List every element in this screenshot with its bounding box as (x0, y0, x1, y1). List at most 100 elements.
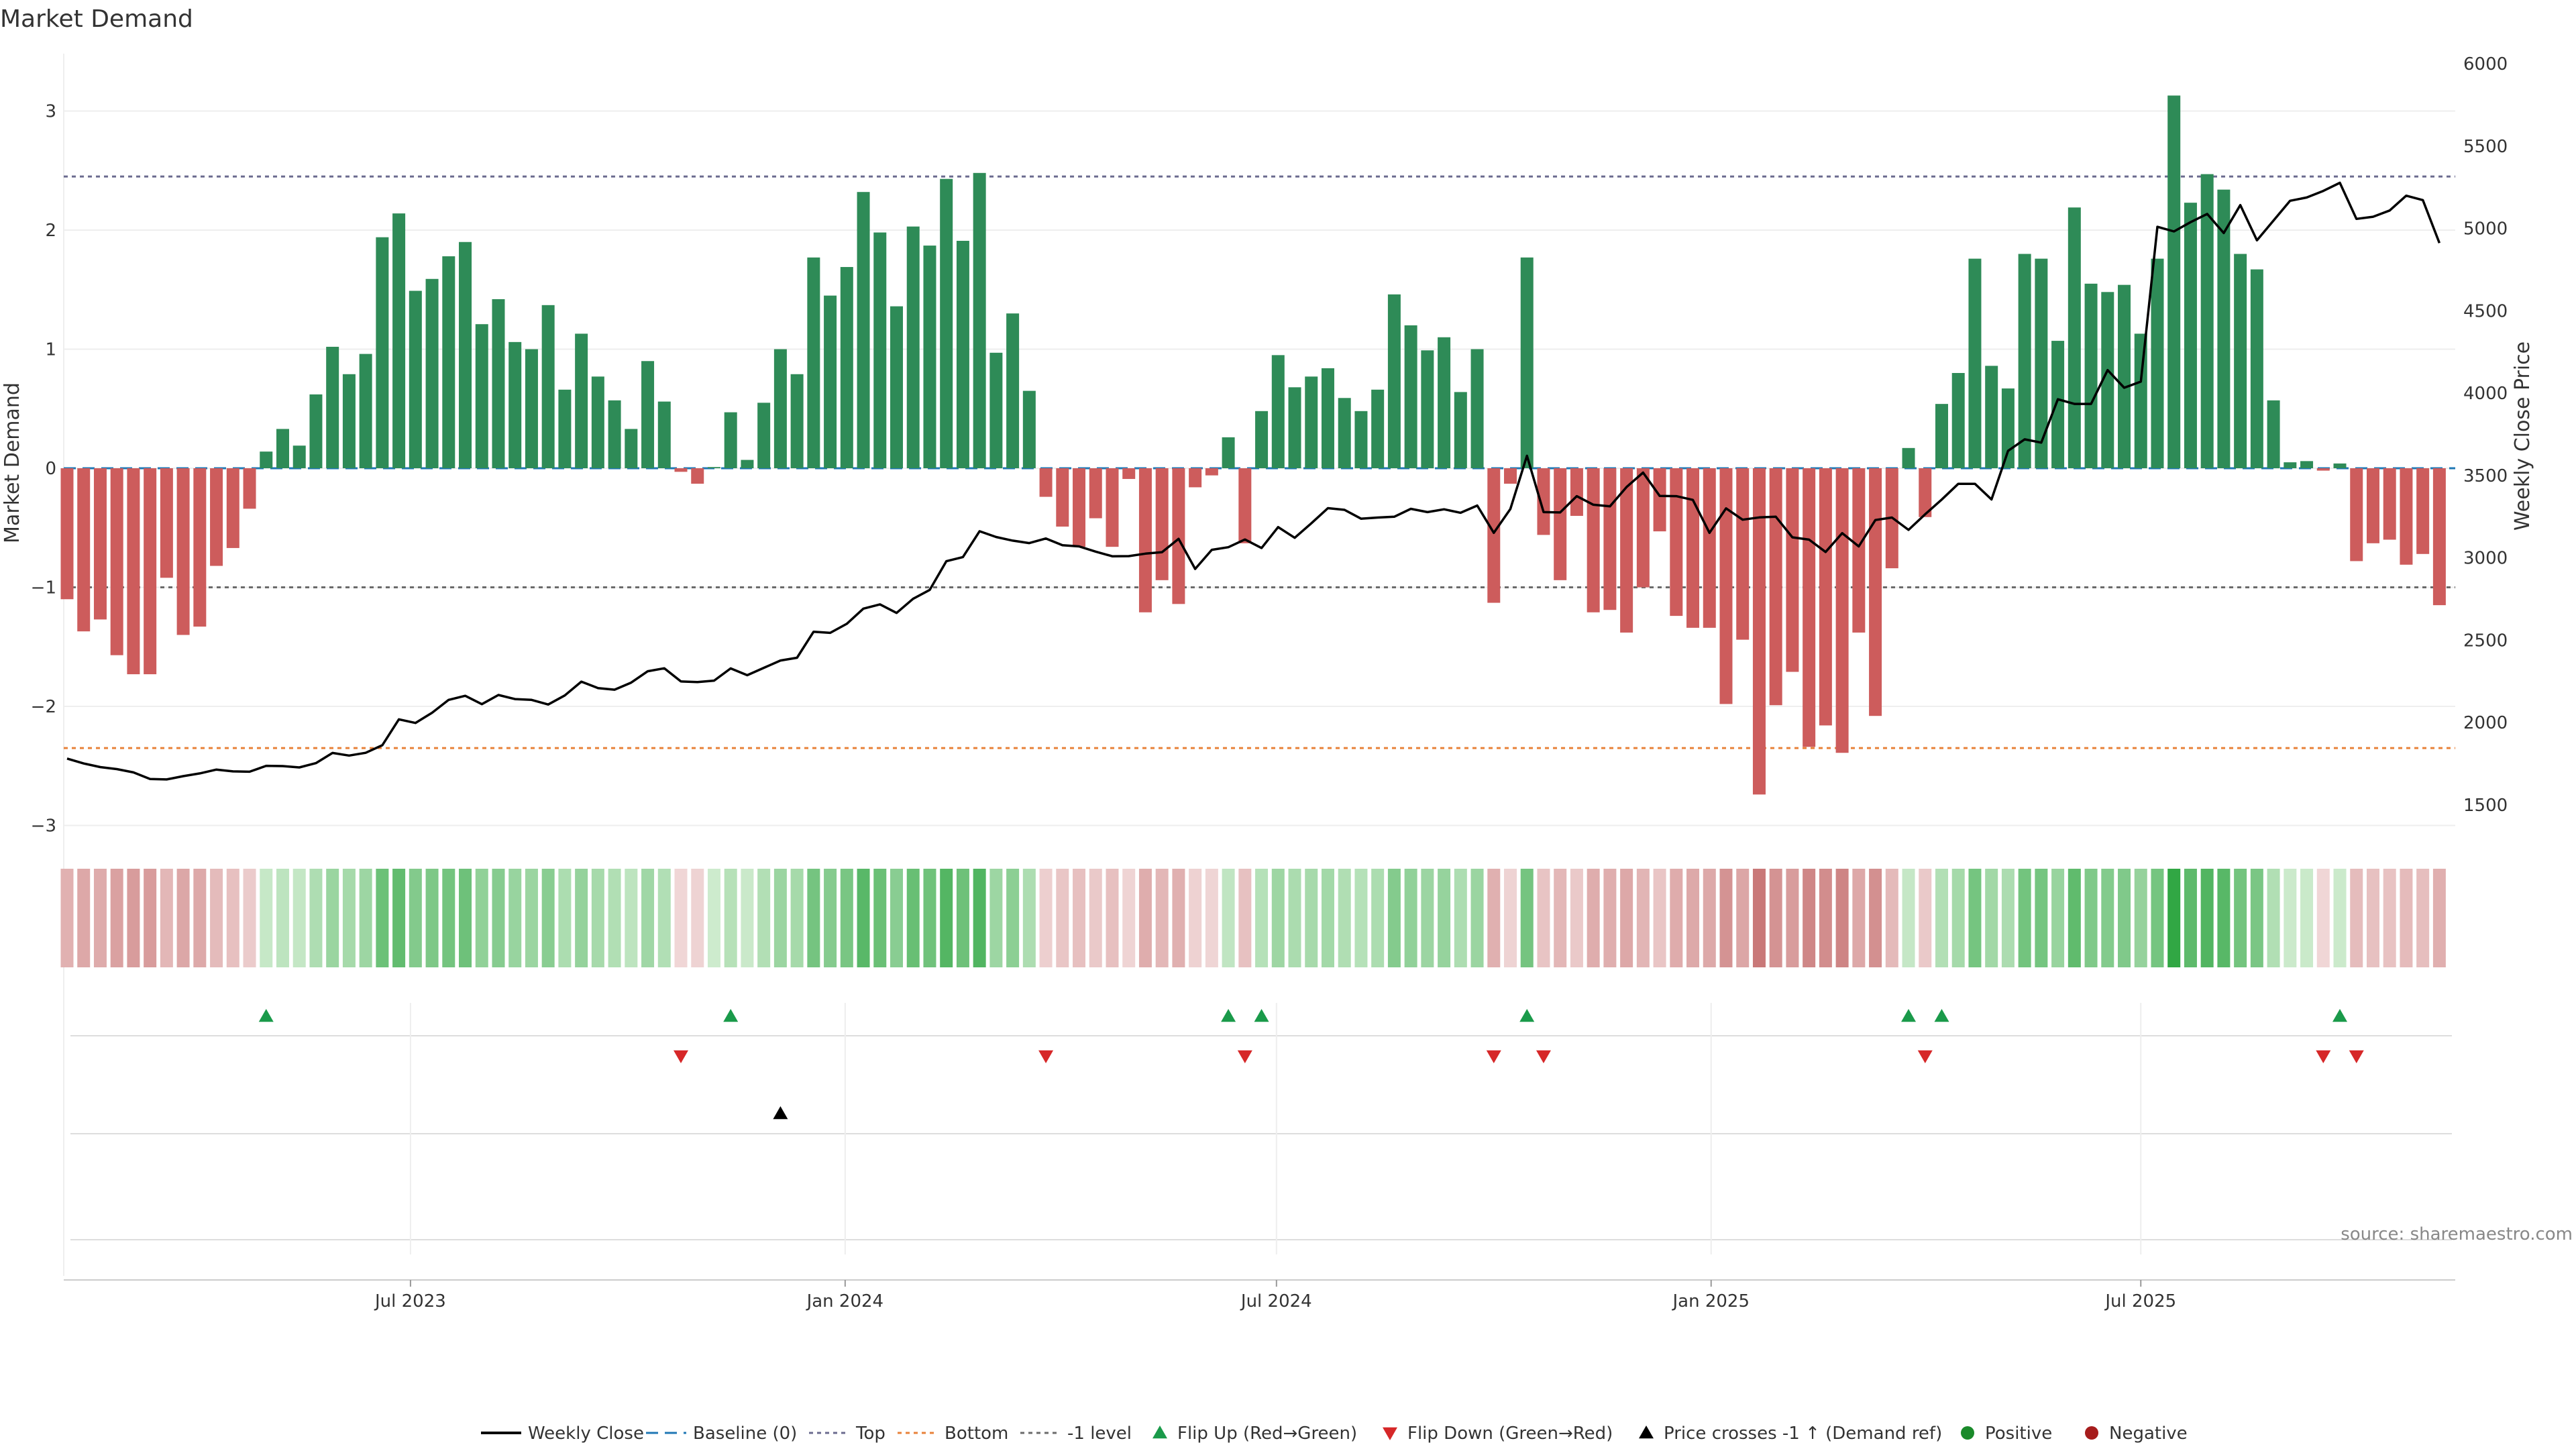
demand-bar-116 (1985, 366, 1998, 468)
heat-cell-82 (1421, 869, 1434, 967)
demand-bar-48 (857, 192, 870, 468)
demand-bar-117 (2001, 388, 2015, 468)
heat-cell-106 (1819, 869, 1832, 967)
heat-cell-41 (741, 869, 754, 967)
heat-cell-124 (2118, 869, 2131, 967)
demand-bar-118 (2018, 254, 2031, 468)
heat-cell-0 (60, 869, 74, 967)
heat-cell-48 (857, 869, 870, 967)
demand-bar-8 (193, 468, 207, 627)
demand-bar-50 (890, 306, 903, 468)
heat-cell-33 (608, 869, 621, 967)
demand-bar-92 (1587, 468, 1600, 612)
right-axis-ticks: 6000 5500 5000 4500 4000 3500 3000 2500 2000 1500 (2463, 54, 2508, 816)
heat-cell-96 (1653, 869, 1666, 967)
heat-cell-70 (1222, 869, 1235, 967)
right-tick-label-4: 4000 (2463, 384, 2508, 404)
flip-down-marker-5 (1917, 1050, 1933, 1063)
heat-cell-122 (2084, 869, 2098, 967)
heat-cell-136 (2316, 869, 2330, 967)
price-cross-marker-0 (773, 1106, 788, 1120)
heat-cell-113 (1935, 869, 1948, 967)
heat-cell-76 (1321, 869, 1334, 967)
heat-cell-54 (956, 869, 969, 967)
demand-bar-65 (1138, 468, 1152, 612)
demand-bar-127 (2167, 95, 2181, 469)
heat-cell-28 (525, 869, 538, 967)
heat-cell-3 (110, 869, 123, 967)
demand-bar-82 (1421, 350, 1434, 468)
heat-cell-118 (2018, 869, 2031, 967)
heat-cell-92 (1587, 869, 1600, 967)
legend-item-positive_dot: Positive (1961, 1424, 2052, 1444)
demand-bar-54 (956, 240, 969, 468)
heat-cell-72 (1255, 869, 1269, 967)
heat-cell-10 (226, 869, 239, 967)
heat-cell-65 (1138, 869, 1152, 967)
demand-bar-30 (558, 389, 572, 468)
heat-cell-101 (1736, 869, 1750, 967)
demand-bar-103 (1769, 468, 1782, 706)
demand-bar-77 (1338, 398, 1351, 468)
heat-cell-79 (1371, 869, 1385, 967)
heat-cell-26 (492, 869, 505, 967)
legend-item-minus_one: -1 level (1020, 1424, 1132, 1444)
demand-bar-36 (657, 401, 671, 468)
flip-up-marker-3 (1254, 1009, 1269, 1022)
heat-cell-53 (940, 869, 953, 967)
demand-bar-55 (973, 172, 986, 468)
demand-bar-20 (392, 213, 406, 468)
heat-cell-139 (2366, 869, 2379, 967)
right-tick-label-6: 3000 (2463, 549, 2508, 569)
heat-cell-67 (1172, 869, 1185, 967)
heat-cell-30 (558, 869, 572, 967)
demand-bar-126 (2151, 258, 2164, 468)
flip-up-marker-6 (1934, 1009, 1949, 1022)
heat-cell-103 (1769, 869, 1782, 967)
heat-cell-37 (674, 869, 688, 967)
heat-cell-105 (1803, 869, 1816, 967)
heat-cell-49 (873, 869, 887, 967)
heat-cell-132 (2250, 869, 2263, 967)
heat-cell-38 (691, 869, 704, 967)
legend-label-line: Weekly Close (528, 1424, 644, 1444)
demand-bar-58 (1022, 390, 1036, 468)
legend: Weekly Close Baseline (0) Top Bottom -1 leve… (481, 1424, 2188, 1444)
demand-bar-72 (1255, 411, 1269, 468)
heat-cell-29 (541, 869, 555, 967)
heat-cell-131 (2234, 869, 2247, 967)
heat-cell-59 (1039, 869, 1053, 967)
heat-cell-47 (840, 869, 853, 967)
demand-bar-18 (359, 354, 372, 468)
demand-bar-14 (292, 445, 306, 468)
demand-bar-15 (309, 394, 323, 468)
demand-bar-105 (1803, 468, 1816, 747)
heat-cell-18 (359, 869, 372, 967)
demand-bar-61 (1073, 468, 1086, 547)
heat-cell-15 (309, 869, 323, 967)
demand-bar-137 (2333, 463, 2347, 468)
heat-cell-86 (1487, 869, 1501, 967)
legend-label-baseline: Baseline (0) (693, 1424, 797, 1444)
demand-bar-100 (1719, 468, 1733, 704)
demand-bar-133 (2267, 400, 2280, 468)
legend-item-bottom: Bottom (898, 1424, 1008, 1444)
left-axis-ticks: 3 2 1 0 −1 −2 −3 (31, 102, 56, 837)
right-tick-label-2: 5000 (2463, 219, 2508, 239)
demand-bar-28 (525, 349, 538, 468)
heat-cell-78 (1354, 869, 1368, 967)
heat-cell-85 (1470, 869, 1484, 967)
demand-bar-25 (475, 324, 488, 468)
heat-cell-7 (176, 869, 190, 967)
demand-bar-5 (144, 468, 157, 675)
heat-cell-71 (1238, 869, 1252, 967)
heat-cell-112 (1919, 869, 1932, 967)
right-tick-label-1: 5500 (2463, 137, 2508, 157)
heat-cell-73 (1271, 869, 1285, 967)
left-tick-label-4: −1 (31, 578, 56, 598)
heat-cell-36 (657, 869, 671, 967)
heat-cell-114 (1951, 869, 1965, 967)
demand-bar-85 (1470, 349, 1484, 468)
heat-cell-135 (2300, 869, 2314, 967)
demand-bar-21 (409, 290, 422, 468)
